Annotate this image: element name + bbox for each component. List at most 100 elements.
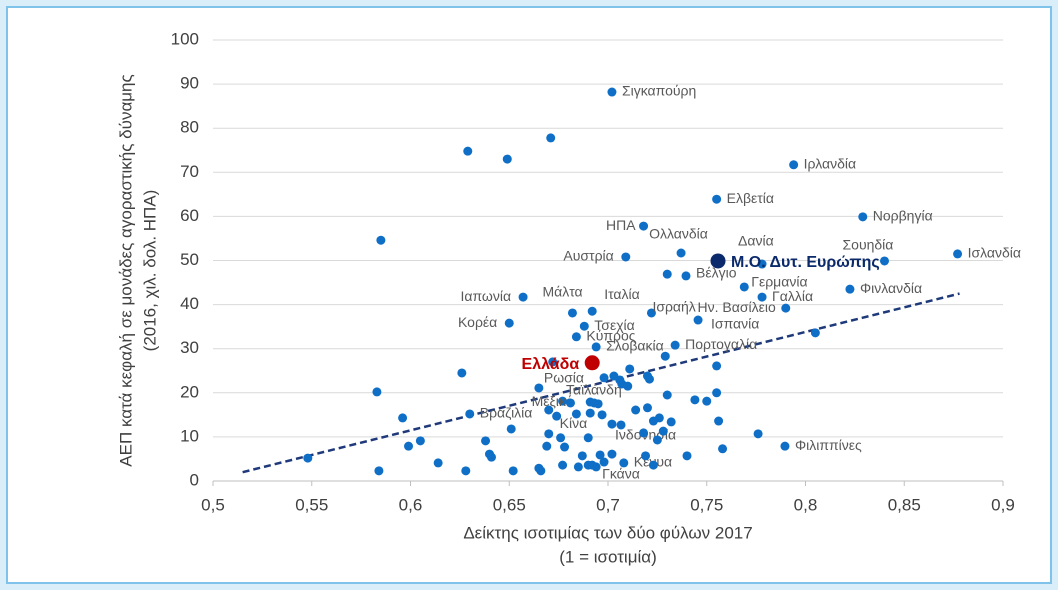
point-label: Αυστρία — [563, 248, 613, 264]
scatter-point — [658, 426, 668, 436]
x-axis-title: Δείκτης ισοτιμίας των δύο φύλων 2017 — [463, 523, 752, 542]
scatter-point — [643, 371, 652, 381]
scatter-point — [585, 397, 595, 407]
scatter-point — [682, 451, 692, 461]
scatter-point — [676, 248, 686, 258]
scatter-point — [660, 351, 670, 361]
x-tick-label: 0,75 — [690, 495, 723, 514]
scatter-point — [542, 441, 552, 451]
x-axis-title: (1 = ισοτιμία) — [559, 547, 657, 566]
point-label: Ισραήλ — [652, 299, 695, 315]
scatter-point — [631, 405, 641, 415]
scatter-point — [690, 395, 700, 405]
scatter-point — [639, 221, 649, 231]
point-label: Γκάνα — [602, 466, 640, 482]
scatter-point — [577, 451, 587, 461]
scatter-point — [587, 460, 597, 470]
scatter-point — [712, 194, 722, 204]
point-label: Σουηδία — [843, 237, 894, 253]
point-label: Ιρλανδία — [804, 156, 856, 172]
scatter-point — [556, 433, 566, 443]
scatter-point — [648, 460, 658, 470]
scatter-point — [508, 466, 518, 476]
point-label: Ην. Βασίλειο — [698, 299, 776, 315]
scatter-point — [623, 381, 633, 391]
scatter-point — [670, 340, 680, 350]
y-tick-label: 60 — [180, 206, 199, 225]
highlight-label: Μ.Ο. Δυτ. Ευρώπης — [731, 254, 880, 271]
scatter-point — [652, 435, 662, 445]
scatter-point — [579, 321, 589, 331]
point-label: Γερμανία — [751, 274, 807, 290]
scatter-point — [548, 357, 558, 367]
scatter-point — [693, 315, 703, 325]
point-label: Μάλτα — [542, 284, 582, 300]
y-tick-label: 80 — [180, 118, 199, 137]
scatter-point — [457, 368, 467, 378]
point-label: Γαλλία — [772, 288, 813, 304]
point-label: Ισπανία — [711, 316, 759, 332]
scatter-point — [587, 306, 597, 316]
y-tick-label: 70 — [180, 162, 199, 181]
y-tick-label: 100 — [171, 29, 199, 48]
point-label: Κίνα — [560, 415, 588, 431]
scatter-point — [880, 256, 889, 266]
y-axis-title: ΑΕΠ κατά κεφαλή σε μονάδες αγοραστικής δ… — [116, 74, 135, 466]
point-label: Ρωσία — [544, 370, 584, 386]
scatter-point — [593, 399, 603, 409]
chart-panel — [6, 6, 1052, 584]
point-label: Φινλανδία — [860, 280, 922, 296]
scatter-point — [463, 146, 473, 156]
scatter-point — [433, 458, 443, 468]
scatter-point — [595, 450, 605, 460]
scatter-point — [591, 342, 601, 352]
point-label: Σιγκαπούρη — [622, 83, 696, 99]
scatter-point — [481, 436, 491, 446]
scatter-point — [643, 403, 652, 413]
y-tick-label: 0 — [190, 470, 199, 489]
scatter-point — [702, 396, 712, 406]
point-label: Κύπρος — [586, 327, 635, 343]
point-label: Ολλανδία — [649, 226, 708, 242]
point-label: Φιλιππίνες — [795, 437, 862, 453]
scatter-point — [372, 387, 382, 397]
point-label: Ιταλία — [604, 286, 640, 302]
scatter-point — [646, 308, 656, 318]
highlight-point — [584, 355, 600, 371]
scatter-point — [461, 466, 471, 476]
point-label: Ελβετία — [727, 190, 774, 206]
scatter-point — [625, 364, 635, 374]
scatter-point — [585, 408, 595, 418]
scatter-point — [546, 133, 556, 143]
scatter-point — [565, 398, 575, 408]
scatter-point — [781, 303, 791, 313]
scatter-point — [571, 332, 581, 342]
scatter-point — [404, 441, 414, 451]
scatter-point — [571, 409, 581, 419]
point-label: Τσεχία — [594, 317, 634, 333]
scatter-point — [567, 308, 577, 318]
point-label: ΗΠΑ — [606, 217, 636, 233]
scatter-point — [398, 413, 408, 423]
scatter-point — [573, 462, 583, 472]
point-label: Μεξικό — [532, 393, 574, 409]
scatter-point — [712, 388, 722, 398]
point-label: Δανία — [738, 233, 774, 249]
y-tick-label: 20 — [180, 382, 199, 401]
y-tick-label: 30 — [180, 338, 199, 357]
scatter-point — [739, 282, 749, 292]
scatter-point — [504, 318, 514, 328]
scatter-point — [583, 433, 593, 443]
point-label: Σλοβακία — [606, 338, 664, 354]
scatter-point — [845, 284, 855, 294]
scatter-point — [486, 452, 496, 462]
scatter-point — [544, 429, 554, 439]
scatter-point — [374, 466, 384, 476]
point-label: Ταϊλάνδη — [566, 382, 622, 398]
scatter-point — [858, 212, 868, 222]
scatter-point — [599, 373, 609, 383]
scatter-point — [662, 390, 672, 400]
trend-line — [242, 292, 960, 474]
scatter-point — [666, 417, 676, 427]
scatter-point — [616, 420, 626, 430]
